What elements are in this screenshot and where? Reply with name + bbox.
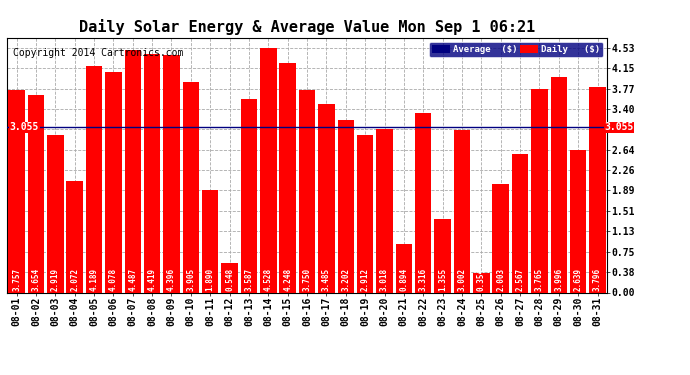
Bar: [202, 190, 219, 292]
Text: 3.757: 3.757: [12, 268, 21, 291]
Legend: Average  ($), Daily   ($): Average ($), Daily ($): [429, 42, 602, 57]
Text: 4.396: 4.396: [167, 268, 176, 291]
Text: 3.055: 3.055: [10, 123, 39, 132]
Text: 3.202: 3.202: [342, 268, 351, 291]
Bar: [376, 129, 393, 292]
Bar: [8, 90, 25, 292]
Text: 3.765: 3.765: [535, 268, 544, 291]
Text: 3.002: 3.002: [457, 268, 466, 291]
Bar: [86, 66, 102, 292]
Text: 3.316: 3.316: [419, 268, 428, 291]
Bar: [124, 50, 141, 292]
Bar: [570, 150, 586, 292]
Text: 4.528: 4.528: [264, 268, 273, 291]
Bar: [357, 135, 373, 292]
Bar: [415, 113, 431, 292]
Text: 2.919: 2.919: [51, 268, 60, 291]
Text: 4.487: 4.487: [128, 268, 137, 291]
Bar: [318, 104, 335, 292]
Text: Copyright 2014 Cartronics.com: Copyright 2014 Cartronics.com: [13, 48, 184, 58]
Text: 3.996: 3.996: [554, 268, 563, 291]
Text: 4.078: 4.078: [109, 268, 118, 291]
Text: 3.905: 3.905: [186, 268, 195, 291]
Text: 3.018: 3.018: [380, 268, 389, 291]
Bar: [299, 90, 315, 292]
Bar: [395, 244, 412, 292]
Bar: [66, 180, 83, 292]
Text: 0.548: 0.548: [225, 268, 234, 291]
Bar: [105, 72, 121, 292]
Text: 4.248: 4.248: [283, 268, 292, 291]
Text: 4.189: 4.189: [90, 268, 99, 291]
Bar: [473, 273, 490, 292]
Text: 1.355: 1.355: [438, 268, 447, 291]
Bar: [435, 219, 451, 292]
Bar: [337, 120, 354, 292]
Text: 4.419: 4.419: [148, 268, 157, 291]
Text: 2.639: 2.639: [573, 268, 582, 291]
Text: 3.055: 3.055: [604, 123, 633, 132]
Bar: [279, 63, 296, 292]
Text: 3.796: 3.796: [593, 268, 602, 291]
Text: 0.354: 0.354: [477, 268, 486, 291]
Bar: [512, 154, 529, 292]
Bar: [47, 135, 63, 292]
Bar: [164, 55, 179, 292]
Text: 3.750: 3.750: [302, 268, 312, 291]
Title: Daily Solar Energy & Average Value Mon Sep 1 06:21: Daily Solar Energy & Average Value Mon S…: [79, 19, 535, 35]
Text: 2.567: 2.567: [515, 268, 524, 291]
Text: 3.654: 3.654: [32, 268, 41, 291]
Bar: [531, 89, 548, 292]
Bar: [28, 95, 44, 292]
Text: 3.587: 3.587: [244, 268, 253, 291]
Bar: [551, 76, 567, 292]
Bar: [493, 184, 509, 292]
Bar: [221, 263, 238, 292]
Text: 2.003: 2.003: [496, 268, 505, 291]
Bar: [454, 130, 470, 292]
Bar: [589, 87, 606, 292]
Text: 1.890: 1.890: [206, 268, 215, 291]
Text: 2.912: 2.912: [361, 268, 370, 291]
Bar: [260, 48, 277, 292]
Text: 3.485: 3.485: [322, 268, 331, 291]
Bar: [144, 54, 160, 292]
Text: 2.072: 2.072: [70, 268, 79, 291]
Text: 0.894: 0.894: [400, 268, 408, 291]
Bar: [183, 81, 199, 292]
Bar: [241, 99, 257, 292]
